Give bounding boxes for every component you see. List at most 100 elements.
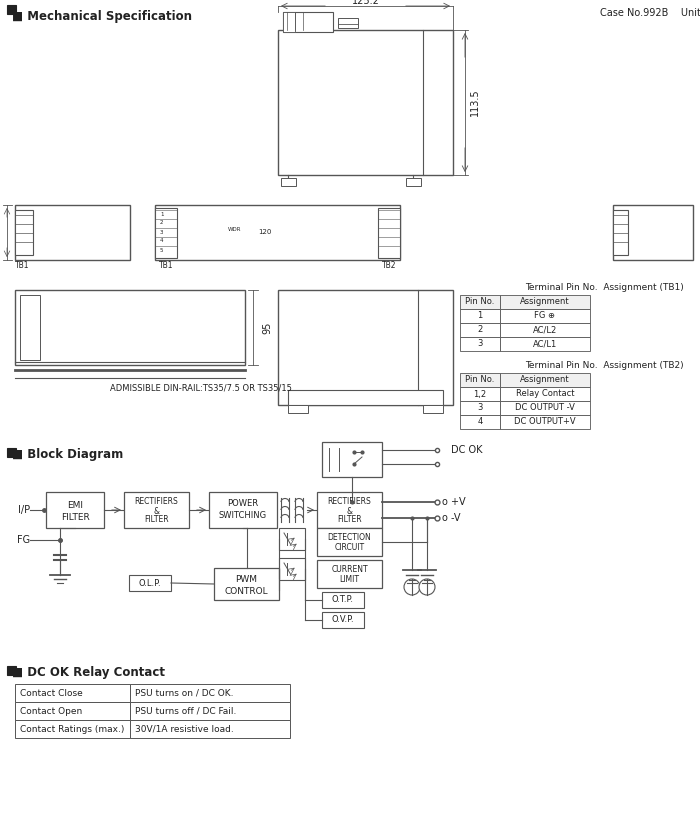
Circle shape <box>38 244 48 254</box>
Bar <box>46 492 104 528</box>
Text: FILTER: FILTER <box>337 516 362 525</box>
Bar <box>288 390 443 405</box>
Ellipse shape <box>54 347 76 359</box>
Text: 1,2: 1,2 <box>473 389 486 398</box>
Text: TB2: TB2 <box>382 262 396 271</box>
Text: RECTIFIERS: RECTIFIERS <box>134 497 178 507</box>
Text: Assignment: Assignment <box>520 298 570 307</box>
Text: DC OUTPUT -V: DC OUTPUT -V <box>515 403 575 412</box>
Circle shape <box>286 224 304 242</box>
Bar <box>406 178 421 186</box>
Bar <box>460 295 500 309</box>
Bar <box>317 560 382 588</box>
Circle shape <box>657 213 666 221</box>
Text: Pin No.: Pin No. <box>466 375 495 384</box>
Text: ■ DC OK Relay Contact: ■ DC OK Relay Contact <box>12 666 165 679</box>
Text: 4: 4 <box>477 417 482 427</box>
Text: LIMIT: LIMIT <box>340 576 360 584</box>
Text: EMI: EMI <box>67 502 83 511</box>
Text: 5: 5 <box>160 248 164 252</box>
Text: O.L.P.: O.L.P. <box>139 578 161 587</box>
Text: PSU turns on / DC OK.: PSU turns on / DC OK. <box>135 689 234 697</box>
Circle shape <box>636 229 645 238</box>
Circle shape <box>669 213 678 221</box>
Circle shape <box>80 212 90 222</box>
Circle shape <box>311 224 329 242</box>
Circle shape <box>87 228 97 238</box>
Text: ■ Mechanical Specification: ■ Mechanical Specification <box>12 10 192 23</box>
Circle shape <box>80 244 90 254</box>
Text: FILTER: FILTER <box>144 516 169 525</box>
Bar <box>500 415 590 429</box>
Bar <box>281 178 296 186</box>
Text: 120: 120 <box>258 229 272 235</box>
Text: Assignment: Assignment <box>520 375 570 384</box>
Text: PWM: PWM <box>235 576 258 584</box>
Bar <box>129 575 171 591</box>
Bar <box>130 702 290 720</box>
Circle shape <box>101 228 111 238</box>
Bar <box>500 309 590 323</box>
Text: 2: 2 <box>160 220 164 225</box>
Text: Case No.992B    Unit:mm: Case No.992B Unit:mm <box>600 8 700 18</box>
Bar <box>155 205 400 260</box>
Circle shape <box>94 244 104 254</box>
Text: ■ Block Diagram: ■ Block Diagram <box>12 448 123 461</box>
Bar <box>15 210 33 255</box>
Circle shape <box>66 244 76 254</box>
Circle shape <box>256 224 274 242</box>
Text: FILTER: FILTER <box>61 512 90 521</box>
Bar <box>278 30 453 175</box>
Text: WDR: WDR <box>228 227 242 232</box>
Text: 4: 4 <box>160 238 164 243</box>
Circle shape <box>669 244 678 253</box>
Bar <box>613 210 628 255</box>
Text: POWER: POWER <box>228 499 258 508</box>
Bar <box>15 720 130 738</box>
Circle shape <box>631 213 640 221</box>
Bar <box>460 323 500 337</box>
Circle shape <box>662 229 671 238</box>
Ellipse shape <box>94 347 116 359</box>
Text: O.V.P.: O.V.P. <box>332 615 354 625</box>
Text: 2: 2 <box>477 326 482 334</box>
Circle shape <box>66 212 76 222</box>
Bar <box>322 592 364 608</box>
Text: Terminal Pin No.  Assignment (TB1): Terminal Pin No. Assignment (TB1) <box>525 282 684 291</box>
Text: I/P: I/P <box>18 505 30 515</box>
Bar <box>279 558 305 580</box>
Bar <box>500 337 590 351</box>
Bar <box>15 290 245 365</box>
Circle shape <box>226 224 244 242</box>
Text: ADMISSIBLE DIN-RAIL:TS35/7.5 OR TS35/15: ADMISSIBLE DIN-RAIL:TS35/7.5 OR TS35/15 <box>110 384 292 393</box>
Bar <box>130 720 290 738</box>
Circle shape <box>404 579 420 595</box>
Text: SWITCHING: SWITCHING <box>219 512 267 521</box>
Bar <box>317 528 382 556</box>
Circle shape <box>631 244 640 253</box>
Text: 1: 1 <box>160 211 164 216</box>
Bar <box>378 208 400 258</box>
Bar <box>15 205 130 260</box>
Bar <box>288 405 308 413</box>
Text: DC OK: DC OK <box>451 445 482 455</box>
Text: DC OUTPUT+V: DC OUTPUT+V <box>514 417 576 427</box>
Bar <box>130 684 290 702</box>
Circle shape <box>339 227 351 238</box>
Circle shape <box>657 244 666 253</box>
Bar <box>7 5 16 14</box>
Circle shape <box>289 298 297 306</box>
Bar <box>460 337 500 351</box>
Text: Pin No.: Pin No. <box>466 298 495 307</box>
Text: Contact Open: Contact Open <box>20 706 83 715</box>
Text: O.T.P.: O.T.P. <box>332 596 354 605</box>
Bar <box>500 295 590 309</box>
Text: &: & <box>346 507 353 516</box>
Text: Terminal Pin No.  Assignment (TB2): Terminal Pin No. Assignment (TB2) <box>525 361 684 370</box>
Bar <box>322 612 364 628</box>
Bar <box>322 442 382 477</box>
Text: CURRENT: CURRENT <box>331 565 368 574</box>
Ellipse shape <box>134 347 156 359</box>
Bar <box>283 12 295 32</box>
Text: Relay Contact: Relay Contact <box>516 389 574 398</box>
